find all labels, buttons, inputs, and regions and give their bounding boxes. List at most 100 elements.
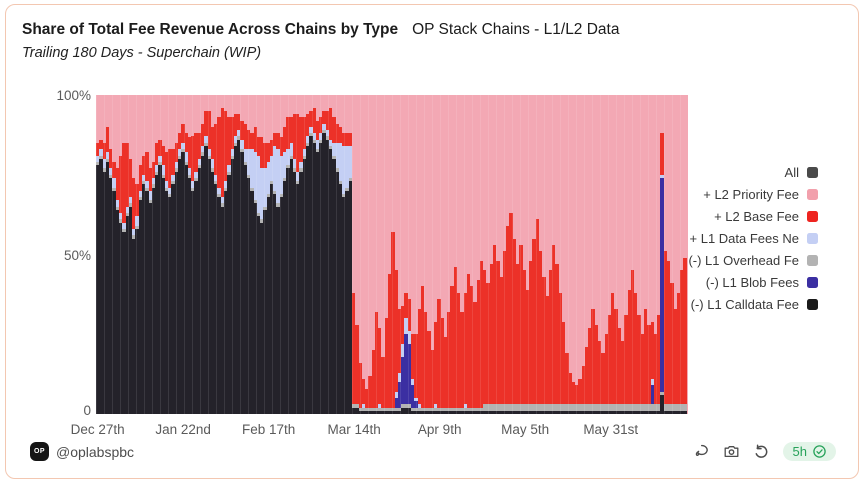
bar-segment-l1_overhead_fee — [630, 404, 635, 411]
bar-segment-l1_calldata_fee — [128, 206, 133, 414]
stacked-bar — [473, 95, 477, 414]
stacked-bar — [397, 95, 402, 414]
legend-item[interactable]: (-) L1 Calldata Fee — [691, 297, 818, 312]
bar-segment-l1_calldata_fee — [220, 206, 224, 414]
bar-segment-l2_base_fee — [489, 264, 494, 405]
bar-segment-l1_blob_fees — [660, 177, 664, 392]
bar-segment-l1_data_fees — [315, 139, 320, 150]
bar-segment-l1_data_fees — [260, 168, 264, 220]
bar-segment-l1_data_fees — [414, 398, 418, 402]
bar-segment-l2_base_fee — [171, 149, 175, 175]
bar-segment-l2_base_fee — [479, 260, 484, 408]
bar-segment-l2_base_fee — [509, 213, 513, 405]
stacked-bar — [496, 95, 500, 414]
bar-segment-l2_base_fee — [105, 126, 110, 153]
bar-segment-l1_data_fees — [328, 139, 333, 147]
bar-segment-l2_base_fee — [306, 114, 310, 137]
bar-segment-l2_base_fee — [328, 107, 333, 140]
stacked-bar — [450, 95, 454, 414]
stacked-bar — [109, 95, 113, 414]
bar-segment-l1_data_fees — [404, 318, 408, 335]
brand-handle: @oplabspbc — [56, 443, 135, 460]
bar-segment-l2_base_fee — [660, 133, 664, 175]
stacked-bar — [273, 95, 277, 414]
bar-segment-l1_overhead_fee — [552, 404, 556, 411]
bar-segment-l1_calldata_fee — [411, 410, 415, 414]
bar-segment-l2_base_fee — [128, 158, 133, 198]
bar-segment-l2_base_fee — [102, 142, 106, 159]
bar-segment-l1_calldata_fee — [102, 171, 106, 414]
bar-segment-l1_overhead_fee — [118, 219, 123, 223]
legend-item[interactable]: + L2 Base Fee — [714, 209, 818, 224]
legend-item[interactable]: (-) L1 Blob Fees — [706, 275, 818, 290]
bar-segment-l1_calldata_fee — [338, 184, 343, 414]
stacked-bar — [302, 95, 306, 414]
stacked-bar — [581, 95, 585, 414]
legend-item-label: (-) L1 Blob Fees — [705, 275, 799, 290]
legend-item[interactable]: All — [785, 165, 818, 180]
bar-segment-l1_data_fees — [194, 171, 198, 178]
bar-segment-l1_calldata_fee — [420, 410, 425, 414]
bar-segment-l1_calldata_fee — [555, 410, 559, 414]
freshness-badge[interactable]: 5h — [782, 442, 836, 461]
stacked-bar — [361, 95, 366, 414]
camera-icon[interactable] — [723, 443, 740, 460]
bar-segment-l1_calldata_fee — [204, 146, 208, 414]
bar-segment-l1_calldata_fee — [598, 410, 602, 414]
bar-segment-l2_base_fee — [407, 299, 411, 332]
stacked-bar — [594, 95, 599, 414]
bar-segment-l1_calldata_fee — [319, 142, 323, 414]
stacked-bar — [411, 95, 415, 414]
bar-segment-l2_base_fee — [447, 311, 451, 408]
bar-segment-l2_base_fee — [670, 283, 674, 405]
bar-segment-l1_overhead_fee — [253, 200, 257, 204]
bar-segment-l2_base_fee — [470, 286, 474, 408]
stacked-bar — [312, 95, 316, 414]
bar-segment-l1_overhead_fee — [437, 407, 441, 411]
bar-segment-l1_calldata_fee — [260, 222, 264, 414]
bar-segment-l1_overhead_fee — [319, 139, 323, 143]
bar-segment-l1_overhead_fee — [263, 206, 267, 210]
bar-segment-l2_base_fee — [348, 133, 352, 147]
bar-segment-l2_base_fee — [433, 321, 438, 405]
bar-segment-l2_base_fee — [132, 177, 136, 229]
bar-segment-l2_base_fee — [122, 142, 126, 223]
bar-segment-l1_calldata_fee — [335, 171, 339, 414]
bar-segment-l1_calldata_fee — [358, 410, 362, 414]
x-axis-tick: Jan 22nd — [155, 422, 211, 437]
legend-item[interactable]: + L1 Data Fees Ne — [690, 231, 818, 246]
chart-subtitle: Trailing 180 Days - Superchain (WIP) — [22, 45, 262, 61]
bar-segment-l1_calldata_fee — [407, 407, 411, 414]
bar-segment-l1_data_fees — [118, 213, 123, 220]
bar-segment-l2_base_fee — [506, 225, 510, 405]
bar-segment-l2_base_fee — [647, 324, 651, 405]
bar-segment-l1_overhead_fee — [361, 407, 366, 411]
stacked-bar — [355, 95, 359, 414]
bar-segment-l1_calldata_fee — [561, 410, 566, 414]
bar-segment-l2_base_fee — [332, 117, 336, 143]
bar-segment-l1_calldata_fee — [660, 394, 664, 414]
bar-segment-l1_overhead_fee — [584, 404, 589, 411]
legend-item[interactable]: + L2 Priority Fee — [703, 187, 818, 202]
bar-segment-l1_data_fees — [322, 123, 326, 131]
stacked-bar — [122, 95, 126, 414]
bar-segment-l1_calldata_fee — [250, 190, 254, 414]
stacked-bar — [96, 95, 100, 414]
stacked-bar — [230, 95, 234, 414]
reset-undo-icon[interactable] — [753, 443, 770, 460]
bar-segment-l2_base_fee — [210, 126, 215, 159]
stacked-bar — [401, 95, 405, 414]
lasso-select-icon[interactable] — [693, 443, 710, 460]
bar-segment-l1_calldata_fee — [394, 410, 398, 414]
stacked-bar — [565, 95, 569, 414]
stacked-bar — [250, 95, 254, 414]
stacked-bar — [201, 95, 205, 414]
stacked-bar — [325, 95, 329, 414]
plot-area[interactable] — [96, 95, 688, 414]
legend-item[interactable]: (-) L1 Overhead Fe — [688, 253, 818, 268]
stacked-bar — [378, 95, 382, 414]
bar-segment-l2_base_fee — [342, 133, 346, 147]
bar-segment-l1_calldata_fee — [473, 410, 477, 414]
bar-segment-l1_calldata_fee — [424, 410, 428, 414]
bar-segment-l2_base_fee — [640, 334, 644, 405]
